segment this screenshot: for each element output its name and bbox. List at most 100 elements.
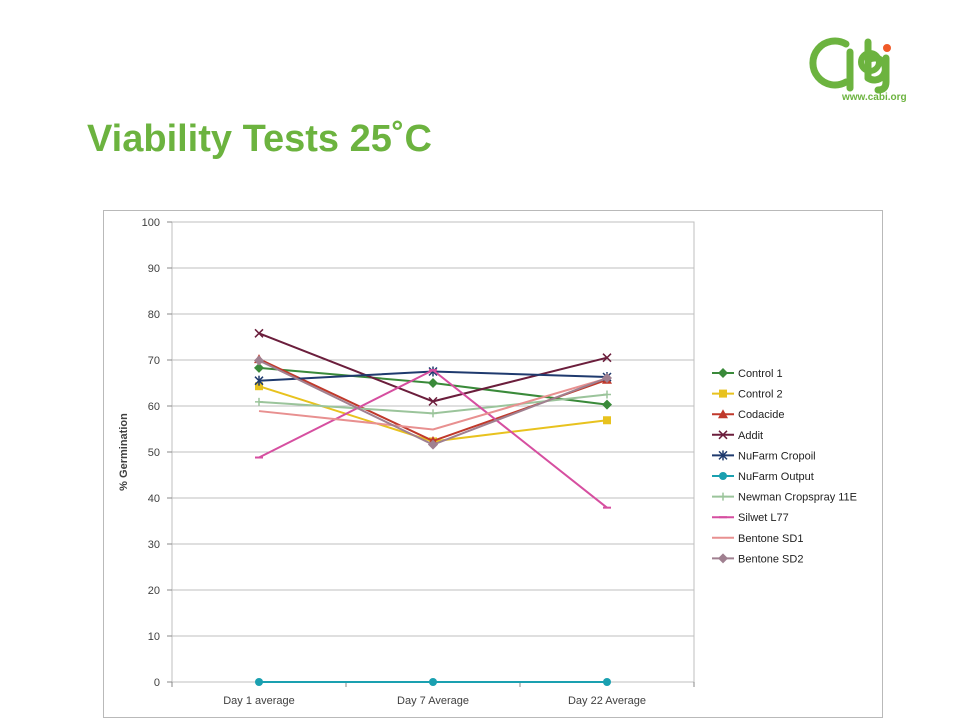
marker-shape bbox=[428, 396, 438, 406]
marker-shape bbox=[429, 678, 437, 686]
y-tick-label: 10 bbox=[148, 631, 160, 643]
series-5 bbox=[255, 678, 611, 686]
data-point bbox=[255, 382, 263, 391]
series-7 bbox=[255, 368, 611, 509]
marker-shape bbox=[718, 409, 728, 419]
series-0 bbox=[254, 362, 612, 410]
legend-label: Newman Cropspray 11E bbox=[738, 492, 857, 504]
data-point bbox=[428, 396, 438, 406]
data-point bbox=[254, 362, 264, 373]
data-point bbox=[428, 378, 438, 388]
legend-label: NuFarm Cropoil bbox=[738, 450, 816, 462]
legend-item: Newman Cropspray 11E bbox=[712, 492, 857, 504]
data-point bbox=[429, 678, 437, 686]
data-point bbox=[255, 678, 263, 686]
logo-text: www.cabi.org bbox=[841, 92, 907, 103]
y-tick-label: 100 bbox=[142, 217, 160, 229]
y-tick-label: 20 bbox=[148, 585, 160, 597]
marker-shape bbox=[719, 472, 727, 480]
series-8 bbox=[258, 377, 608, 431]
legend-label: Bentone SD1 bbox=[738, 533, 803, 545]
x-tick-label: Day 22 Average bbox=[568, 695, 646, 707]
legend-marker bbox=[718, 430, 728, 440]
legend-layer: Control 1 Control 2 Codacide Addit NuFarm Cr… bbox=[712, 368, 857, 565]
x-tick-label: Day 1 average bbox=[223, 695, 295, 707]
data-point bbox=[255, 397, 263, 406]
legend-marker bbox=[718, 368, 728, 378]
series-6 bbox=[255, 390, 611, 418]
series-3 bbox=[254, 328, 612, 406]
chart-frame: 0 10 20 30 40 50 60 70 80 90 100 Day 1 average Day 7… bbox=[103, 210, 883, 718]
y-tick-label: 80 bbox=[148, 309, 160, 321]
marker-shape bbox=[718, 553, 728, 564]
data-point bbox=[428, 439, 438, 450]
data-point bbox=[602, 399, 612, 410]
y-tick-label: 70 bbox=[148, 355, 160, 367]
y-tick-label: 30 bbox=[148, 539, 160, 551]
line-chart: 0 10 20 30 40 50 60 70 80 90 100 Day 1 average Day 7… bbox=[118, 217, 857, 707]
legend-marker bbox=[718, 409, 728, 419]
marker-shape bbox=[255, 678, 263, 686]
marker-shape bbox=[428, 378, 438, 388]
marker-shape bbox=[255, 382, 263, 391]
marker-shape bbox=[602, 399, 612, 410]
legend-item: Codacide bbox=[712, 409, 784, 421]
y-tick-label: 60 bbox=[148, 401, 160, 413]
legend-marker bbox=[719, 472, 727, 480]
legend-item: Control 1 bbox=[712, 368, 783, 380]
legend-item: Bentone SD2 bbox=[712, 553, 803, 565]
grid-layer bbox=[171, 221, 695, 683]
marker-shape bbox=[603, 678, 611, 686]
series-layer bbox=[254, 328, 612, 686]
series-9 bbox=[254, 355, 612, 450]
legend-label: Addit bbox=[738, 430, 763, 442]
data-point bbox=[602, 372, 612, 383]
legend-label: Bentone SD2 bbox=[738, 553, 803, 565]
marker-shape bbox=[718, 430, 728, 440]
marker-shape bbox=[254, 362, 264, 373]
marker-shape bbox=[719, 389, 727, 398]
legend-label: Control 2 bbox=[738, 389, 783, 401]
marker-shape bbox=[428, 439, 438, 450]
y-tick-label: 90 bbox=[148, 263, 160, 275]
legend-item: NuFarm Output bbox=[712, 471, 814, 483]
legend-item: Control 2 bbox=[712, 389, 783, 401]
logo-c-shape bbox=[809, 37, 850, 89]
marker-shape bbox=[602, 372, 612, 383]
legend-item: Addit bbox=[712, 430, 763, 442]
logo-dot bbox=[883, 44, 891, 52]
y-tick-label: 0 bbox=[154, 677, 160, 689]
y-tick-label: 50 bbox=[148, 447, 160, 459]
legend-label: Control 1 bbox=[738, 368, 783, 380]
data-point bbox=[254, 328, 264, 338]
legend-marker bbox=[718, 450, 728, 461]
series-line bbox=[258, 377, 608, 431]
logo-a-bowl bbox=[858, 50, 882, 74]
legend-item: Bentone SD1 bbox=[712, 533, 803, 545]
data-point bbox=[254, 375, 264, 386]
marker-shape bbox=[254, 355, 264, 366]
y-tick-label: 40 bbox=[148, 493, 160, 505]
marker-shape bbox=[718, 368, 728, 378]
marker-shape bbox=[254, 328, 264, 338]
legend-item: NuFarm Cropoil bbox=[712, 450, 816, 462]
legend-marker bbox=[718, 553, 728, 564]
y-axis-label: % Germination bbox=[118, 413, 130, 491]
legend-label: Silwet L77 bbox=[738, 512, 789, 524]
data-point bbox=[602, 353, 612, 363]
legend-label: NuFarm Output bbox=[738, 471, 814, 483]
legend-marker bbox=[719, 492, 727, 501]
slide-title: Viability Tests 25˚C bbox=[87, 118, 432, 160]
data-point bbox=[254, 355, 264, 366]
data-point bbox=[428, 366, 438, 377]
data-point bbox=[603, 678, 611, 686]
x-tick-label: Day 7 Average bbox=[397, 695, 469, 707]
logo-i-stem bbox=[874, 54, 890, 94]
legend-marker bbox=[719, 389, 727, 398]
legend-label: Codacide bbox=[738, 409, 784, 421]
marker-shape bbox=[603, 416, 611, 425]
axis-layer: 0 10 20 30 40 50 60 70 80 90 100 Day 1 average Day 7… bbox=[142, 217, 695, 707]
legend-item: Silwet L77 bbox=[712, 512, 789, 524]
marker-shape bbox=[602, 353, 612, 363]
data-point bbox=[429, 409, 437, 418]
